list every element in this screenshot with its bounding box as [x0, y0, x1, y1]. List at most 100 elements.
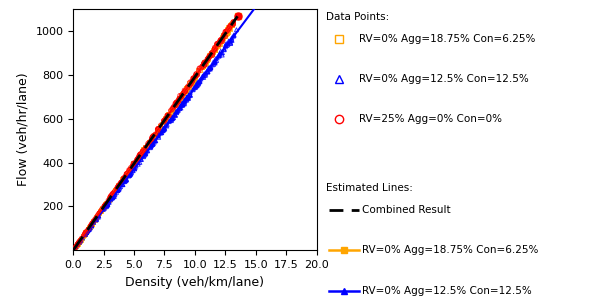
Point — [186, 93, 195, 98]
Point — [231, 27, 241, 32]
Point — [201, 59, 211, 64]
Point — [124, 174, 133, 179]
Point — [197, 75, 207, 80]
Point — [76, 238, 86, 243]
Point — [92, 217, 102, 221]
Point — [147, 137, 157, 142]
Point — [192, 80, 202, 85]
Point — [185, 83, 195, 87]
Point — [80, 232, 90, 236]
Point — [193, 82, 203, 87]
Point — [125, 172, 135, 177]
Point — [177, 94, 186, 99]
Point — [172, 108, 182, 113]
Point — [182, 97, 192, 101]
Point — [222, 28, 232, 33]
Point — [167, 107, 177, 112]
Point — [150, 138, 160, 143]
Point — [102, 204, 111, 208]
Point — [209, 48, 219, 52]
Point — [86, 224, 96, 228]
Point — [221, 29, 231, 34]
Point — [141, 149, 151, 153]
Point — [93, 212, 102, 217]
Point — [211, 47, 220, 52]
Point — [209, 47, 219, 52]
Point — [199, 59, 209, 64]
Point — [121, 174, 130, 179]
Point — [72, 243, 82, 248]
Point — [185, 80, 195, 84]
Point — [191, 75, 200, 80]
Point — [201, 60, 211, 65]
Point — [135, 151, 145, 156]
Point — [217, 50, 227, 55]
Point — [131, 159, 141, 164]
Point — [147, 136, 157, 141]
Point — [153, 126, 163, 131]
Point — [124, 173, 134, 178]
Point — [116, 180, 126, 184]
Point — [70, 246, 80, 251]
Point — [171, 101, 181, 106]
Point — [188, 77, 197, 82]
Point — [161, 123, 171, 128]
Point — [135, 160, 145, 165]
Point — [170, 104, 180, 108]
Point — [188, 79, 198, 83]
Point — [172, 100, 182, 105]
Point — [147, 135, 157, 140]
Point — [179, 91, 189, 96]
Point — [189, 77, 199, 82]
Point — [133, 156, 143, 161]
Point — [110, 192, 120, 196]
Point — [209, 46, 219, 51]
Point — [184, 94, 194, 98]
Point — [178, 103, 188, 107]
Text: RV=0% Agg=18.75% Con=6.25%: RV=0% Agg=18.75% Con=6.25% — [362, 245, 539, 255]
Point — [176, 95, 186, 100]
Point — [209, 47, 219, 52]
Point — [220, 30, 230, 34]
Point — [199, 74, 208, 78]
Point — [221, 41, 231, 46]
Point — [208, 48, 218, 53]
Point — [206, 51, 216, 56]
Point — [203, 56, 213, 61]
Point — [205, 54, 214, 58]
Point — [160, 125, 169, 130]
Point — [172, 109, 182, 114]
Point — [72, 242, 82, 246]
Point — [209, 60, 219, 65]
Point — [225, 24, 234, 29]
Point — [128, 168, 138, 173]
Point — [151, 138, 161, 143]
Point — [226, 21, 236, 26]
Point — [100, 202, 110, 207]
Point — [177, 103, 186, 108]
Point — [102, 203, 111, 208]
Point — [177, 91, 187, 96]
Point — [163, 113, 173, 117]
Point — [130, 165, 140, 170]
Point — [205, 66, 214, 71]
Text: RV=0% Agg=12.5% Con=12.5%: RV=0% Agg=12.5% Con=12.5% — [362, 285, 532, 296]
Point — [203, 69, 213, 74]
Point — [74, 240, 83, 245]
Point — [220, 33, 230, 38]
Point — [107, 192, 116, 197]
Point — [180, 89, 190, 94]
Point — [99, 204, 109, 209]
Point — [171, 103, 181, 108]
Point — [78, 234, 88, 239]
Point — [158, 119, 168, 124]
Point — [113, 187, 122, 192]
Point — [199, 62, 209, 66]
Point — [150, 131, 160, 136]
Point — [70, 246, 80, 250]
Point — [202, 57, 212, 61]
Point — [191, 72, 201, 77]
Point — [185, 81, 194, 86]
Point — [91, 218, 100, 222]
Point — [191, 85, 200, 90]
